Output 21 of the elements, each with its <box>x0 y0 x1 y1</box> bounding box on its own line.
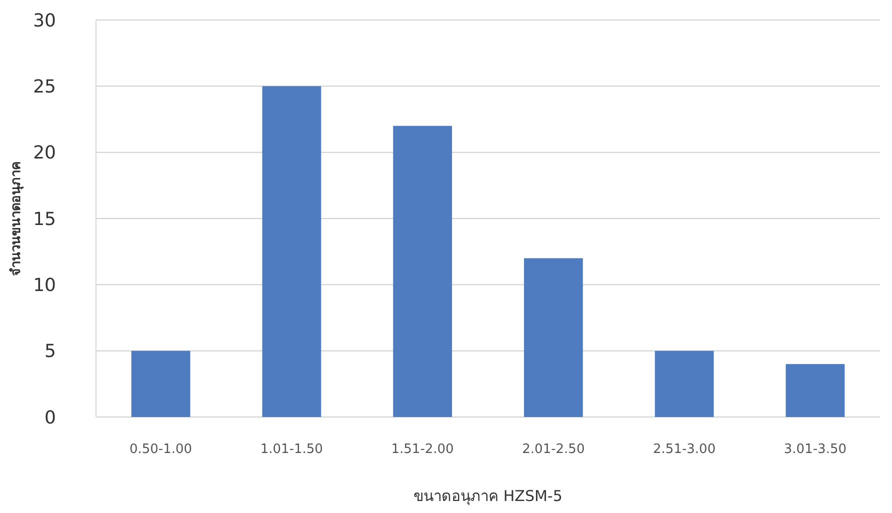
bar <box>786 364 845 417</box>
bar <box>524 258 583 417</box>
y-tick-label: 15 <box>33 208 56 230</box>
y-tick-label: 0 <box>44 407 56 428</box>
x-tick-label: 1.01-1.50 <box>260 442 323 457</box>
x-axis-title: ขนาดอนุภาค HZSM-5 <box>414 487 562 506</box>
y-tick-label: 30 <box>33 10 56 32</box>
y-tick-label: 5 <box>44 341 56 362</box>
y-tick-label: 25 <box>33 76 56 98</box>
x-tick-label: 0.50-1.00 <box>129 442 192 457</box>
y-axis-title: จำนวนขนาดอนุภาค <box>8 161 24 276</box>
x-tick-label: 2.51-3.00 <box>653 442 716 457</box>
y-tick-label: 20 <box>33 142 56 164</box>
y-tick-label: 10 <box>33 274 56 296</box>
bar <box>262 86 322 417</box>
bar <box>654 350 714 417</box>
x-tick-label: 3.01-3.50 <box>784 442 847 457</box>
bar <box>393 126 452 417</box>
x-tick-label: 1.51-2.00 <box>391 442 454 457</box>
bar <box>131 350 190 417</box>
x-tick-label: 2.01-2.50 <box>522 442 585 457</box>
